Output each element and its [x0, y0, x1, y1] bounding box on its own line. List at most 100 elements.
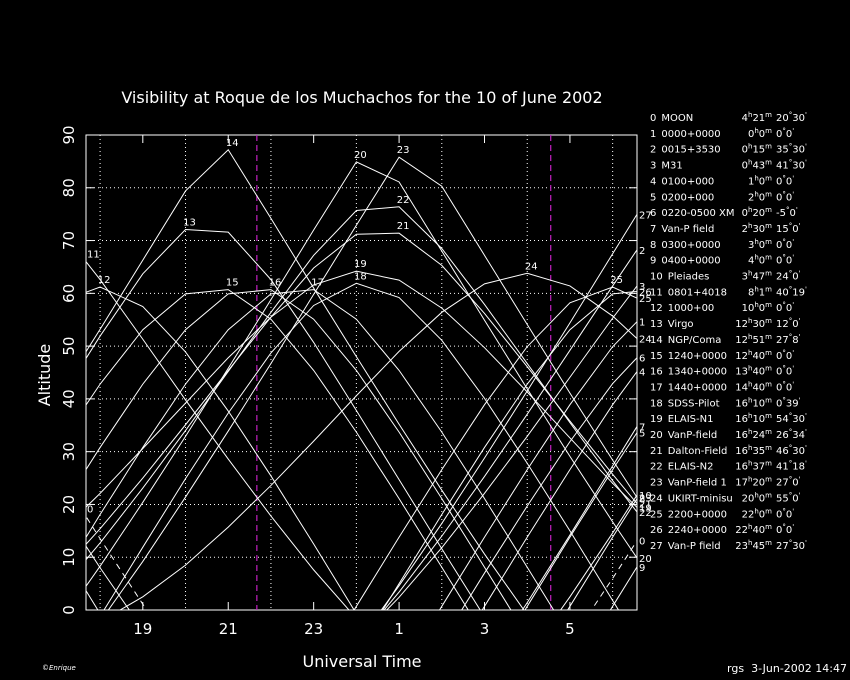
altitude-curve [119, 272, 637, 610]
altitude-curve [86, 260, 350, 610]
legend-dec: 26°34' [776, 428, 807, 441]
chart-title: Visibility at Roque de los Muchachos for… [121, 88, 602, 107]
legend-ra-part: m [765, 428, 772, 436]
legend-ra-part: 15 [752, 145, 765, 156]
legend-ra-part: m [765, 333, 772, 341]
legend-dec-part: ' [792, 254, 794, 262]
curve-label: 15 [226, 278, 239, 289]
legend-ra-part: 4 [748, 256, 754, 267]
legend-ra: 16h35m [735, 444, 772, 457]
legend-dec: 0°0' [776, 238, 794, 251]
legend-id: 25 [650, 509, 663, 520]
legend-ra-part: h [748, 159, 752, 167]
legend-ra-part: 0 [759, 509, 765, 520]
legend-dec: 15°0' [776, 222, 801, 235]
curve-label: 9 [639, 563, 645, 574]
altitude-curve [524, 431, 637, 610]
legend-dec-part: 39 [786, 398, 799, 409]
legend-ra-part: m [765, 460, 772, 468]
curve-label: 12 [98, 275, 111, 286]
legend-dec-part: 27 [776, 335, 789, 346]
legend-dec-part: ' [792, 365, 794, 373]
legend-ra-part: 30 [752, 224, 765, 235]
legend-ra-part: 0 [748, 129, 754, 140]
legend-name: 0400+0000 [661, 256, 720, 267]
legend-ra-part: h [754, 491, 758, 499]
legend-dec-part: 30 [792, 161, 805, 172]
y-tick-label: 20 [60, 495, 78, 514]
x-tick-label: 1 [394, 620, 404, 638]
y-tick-label: 60 [60, 284, 78, 303]
legend-entry: 26 2240+0000 [650, 525, 727, 536]
legend-dec-part: 0 [792, 319, 798, 330]
legend-dec-part: -5 [776, 208, 786, 219]
legend-dec-part: ° [789, 428, 793, 436]
legend-id: 23 [650, 478, 663, 489]
legend-dec-part: 0 [792, 272, 798, 283]
legend-ra-part: h [748, 365, 752, 373]
legend-dec-part: 24 [776, 272, 789, 283]
legend-id: 5 [650, 192, 656, 203]
legend-ra: 22h0m [742, 507, 773, 520]
x-tick-label: 3 [480, 620, 490, 638]
legend-entry: 0 MOON [650, 113, 693, 124]
legend-ra-part: 0 [742, 161, 748, 172]
legend-name: Van-P field [661, 224, 714, 235]
curve-label: 27 [639, 210, 652, 221]
curve-label: 21 [639, 500, 652, 511]
legend-dec-part: 0 [776, 303, 782, 314]
legend-dec-part: ° [782, 380, 786, 388]
legend-dec-part: 34 [792, 430, 805, 441]
legend-ra-part: h [748, 111, 752, 119]
legend-dec-part: ' [805, 444, 807, 452]
legend-name: 0220-0500 XM [661, 208, 734, 219]
legend-dec-part: 8 [792, 335, 798, 346]
legend-ra-part: m [765, 507, 772, 515]
legend-ra: 3h0m [748, 238, 772, 251]
legend-ra-part: 40 [752, 525, 765, 536]
legend-dec-part: ' [792, 238, 794, 246]
legend-ra: 3h47m [742, 270, 773, 283]
legend-dec-part: ' [799, 476, 801, 484]
legend-ra: 0h43m [742, 159, 773, 172]
legend-ra-part: m [765, 349, 772, 357]
altitude-curve [86, 289, 555, 610]
altitude-curve [86, 286, 355, 610]
curve-label: 5 [639, 429, 645, 440]
legend-id: 27 [650, 541, 663, 552]
altitude-curve [86, 161, 637, 588]
legend-ra-part: 45 [752, 541, 765, 552]
legend-dec-part: 0 [786, 129, 792, 140]
legend-name: SDSS-Pilot [668, 398, 720, 409]
legend-id: 1 [650, 129, 656, 140]
legend-dec-part: ' [799, 317, 801, 325]
legend-dec-part: 30 [792, 446, 805, 457]
legend-name: 1440+0000 [668, 382, 727, 393]
legend-ra-part: 0 [742, 145, 748, 156]
altitude-curve [461, 356, 637, 610]
legend-ra: 16h10m [735, 412, 772, 425]
legend-id: 16 [650, 367, 663, 378]
legend-id: 15 [650, 351, 663, 362]
legend-ra-part: h [748, 206, 752, 214]
legend-ra-part: h [748, 380, 752, 388]
legend-ra-part: 20 [742, 493, 755, 504]
legend-dec-part: 15 [776, 224, 789, 235]
legend-dec-part: ° [789, 285, 793, 293]
legend-ra-part: m [765, 159, 772, 167]
legend-id: 7 [650, 224, 656, 235]
legend-ra-part: m [765, 301, 772, 309]
legend-dec: 0°0' [776, 190, 794, 203]
legend-id: 9 [650, 256, 656, 267]
legend-ra-part: 16 [735, 414, 748, 425]
curve-label: 0 [87, 504, 93, 515]
legend-ra: 17h20m [735, 476, 772, 489]
legend-ra-part: 22 [742, 509, 755, 520]
legend-name: Pleiades [668, 272, 710, 283]
legend-ra-part: 4 [742, 113, 748, 124]
legend-dec: -5°0' [776, 206, 798, 219]
legend-ra: 13h40m [735, 365, 772, 378]
legend-ra-part: h [748, 460, 752, 468]
curve-label: 16 [269, 278, 282, 289]
curve-label: 26 [639, 287, 652, 298]
